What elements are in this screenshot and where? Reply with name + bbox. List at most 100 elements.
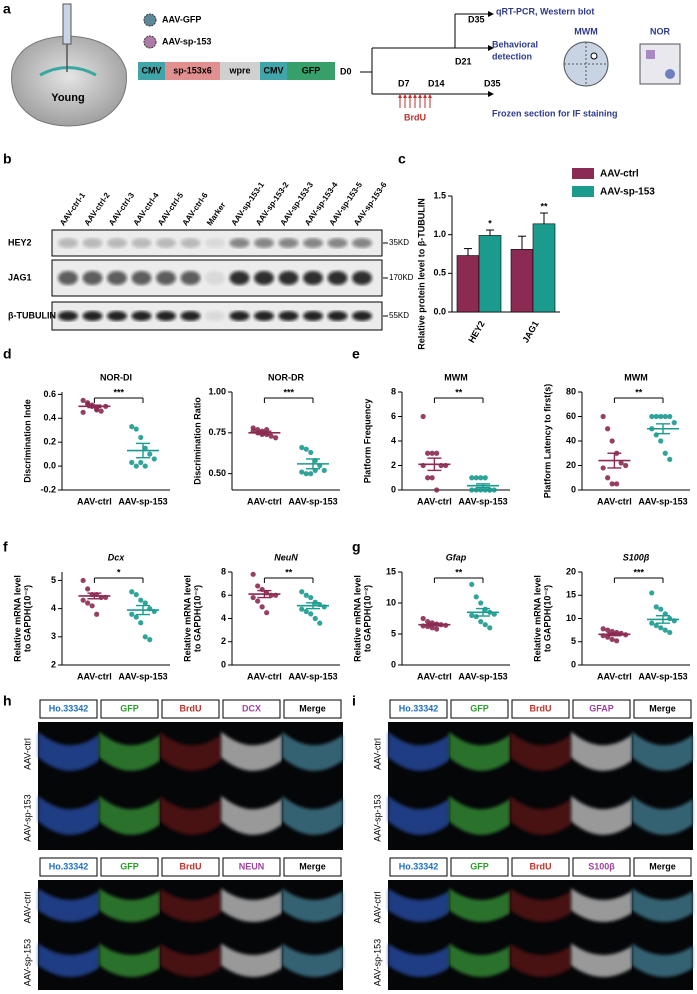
y-tick-label: 0.0 [43,460,56,470]
significance: ** [285,567,293,577]
x-tick-label: AAV-ctrl [417,496,452,506]
channel-label: GFP [120,703,139,713]
significance: ** [455,567,463,577]
tissue-band [99,943,160,977]
test-label: NOR [650,26,671,36]
data-point [299,469,305,475]
tissue-band [510,731,571,771]
data-point [317,620,323,626]
data-point [273,435,279,441]
panel-label: c [398,151,406,167]
tissue-band [160,943,221,977]
data-point [264,610,270,616]
data-point [618,460,624,466]
y-tick-label: 60 [566,411,576,421]
channel-label: DCX [242,703,261,713]
tissue-band [282,795,343,835]
blot-band [205,311,225,321]
channel-label: S100β [588,861,615,871]
x-tick-label: HEY2 [466,319,486,344]
blot-band [82,271,103,285]
arrow-head [488,91,494,97]
x-tick-label: AAV-sp-153 [458,496,507,506]
brdu-label: BrdU [404,112,426,122]
y-tick-label: 0.50 [208,468,226,478]
tissue-band [160,731,221,771]
data-point [482,475,488,481]
channel-header [572,857,631,877]
outcome: Frozen section for IF staining [492,108,618,118]
arrow-head [413,94,417,98]
vector-label: AAV-sp-153 [162,36,211,46]
panel-label: e [352,346,360,362]
blot-band [107,311,127,321]
y-tick-label: 3 [51,631,56,641]
tissue-band [571,731,632,771]
channel-header [450,699,509,719]
data-point [671,420,677,426]
data-point [600,626,606,632]
blot-band [254,271,274,285]
data-point [429,450,435,456]
y-tick-label: 80 [566,386,576,396]
data-point [151,456,157,462]
tissue-band [282,731,343,771]
row-label: AAV-sp-153 [22,939,32,986]
legend-label: AAV-ctrl [600,169,639,180]
chart-title: MWM [444,372,468,382]
tissue-band [449,888,510,922]
data-point [299,589,305,595]
data-point [605,475,611,481]
chart-title: S100β [623,552,650,562]
data-point [649,620,655,626]
row-label: AAV-sp-153 [372,939,382,986]
blot-band [205,238,225,248]
data-point [138,620,144,626]
blot-band [327,271,348,285]
data-point [662,627,668,633]
data-point [649,590,655,596]
data-point [653,413,659,420]
data-point [250,571,256,577]
data-point [250,594,256,601]
y-tick-label: 0.5 [433,268,446,278]
blot-band [327,311,348,321]
mwm-platform [590,52,598,60]
data-point [129,459,135,466]
chart-title: NOR-DR [268,372,304,382]
y-tick-label: 10 [566,613,576,623]
y-tick-label: 0.0 [433,306,446,316]
panel-label: b [3,151,12,167]
data-point [303,608,309,615]
arrow-head [488,45,494,51]
tissue-band [38,795,99,835]
channel-label: Merge [649,703,676,713]
data-point [478,487,484,493]
blot-band [303,271,323,285]
channel-label: NEUN [239,861,265,871]
virus-icon [143,35,157,49]
channel-header [511,857,570,877]
channel-header [100,857,159,877]
blot-band [229,238,250,248]
construct-segment [138,62,165,80]
blot-band [131,238,152,248]
row-label: AAV-sp-153 [372,794,382,841]
data-point [609,481,615,487]
x-tick-label: AAV-sp-153 [458,671,507,681]
data-point [303,471,309,477]
channel-label: Ho.33342 [399,703,439,713]
data-point [478,600,484,606]
blot-band [254,311,274,321]
data-point [129,424,135,430]
tissue-band [510,888,571,922]
brain [11,35,127,127]
data-point [653,622,659,629]
bar [478,235,502,313]
data-point [80,597,86,603]
data-point [667,456,673,462]
arrow-head [408,94,412,98]
channel-label: BrdU [180,703,202,713]
channel-label: BrdU [180,861,202,871]
